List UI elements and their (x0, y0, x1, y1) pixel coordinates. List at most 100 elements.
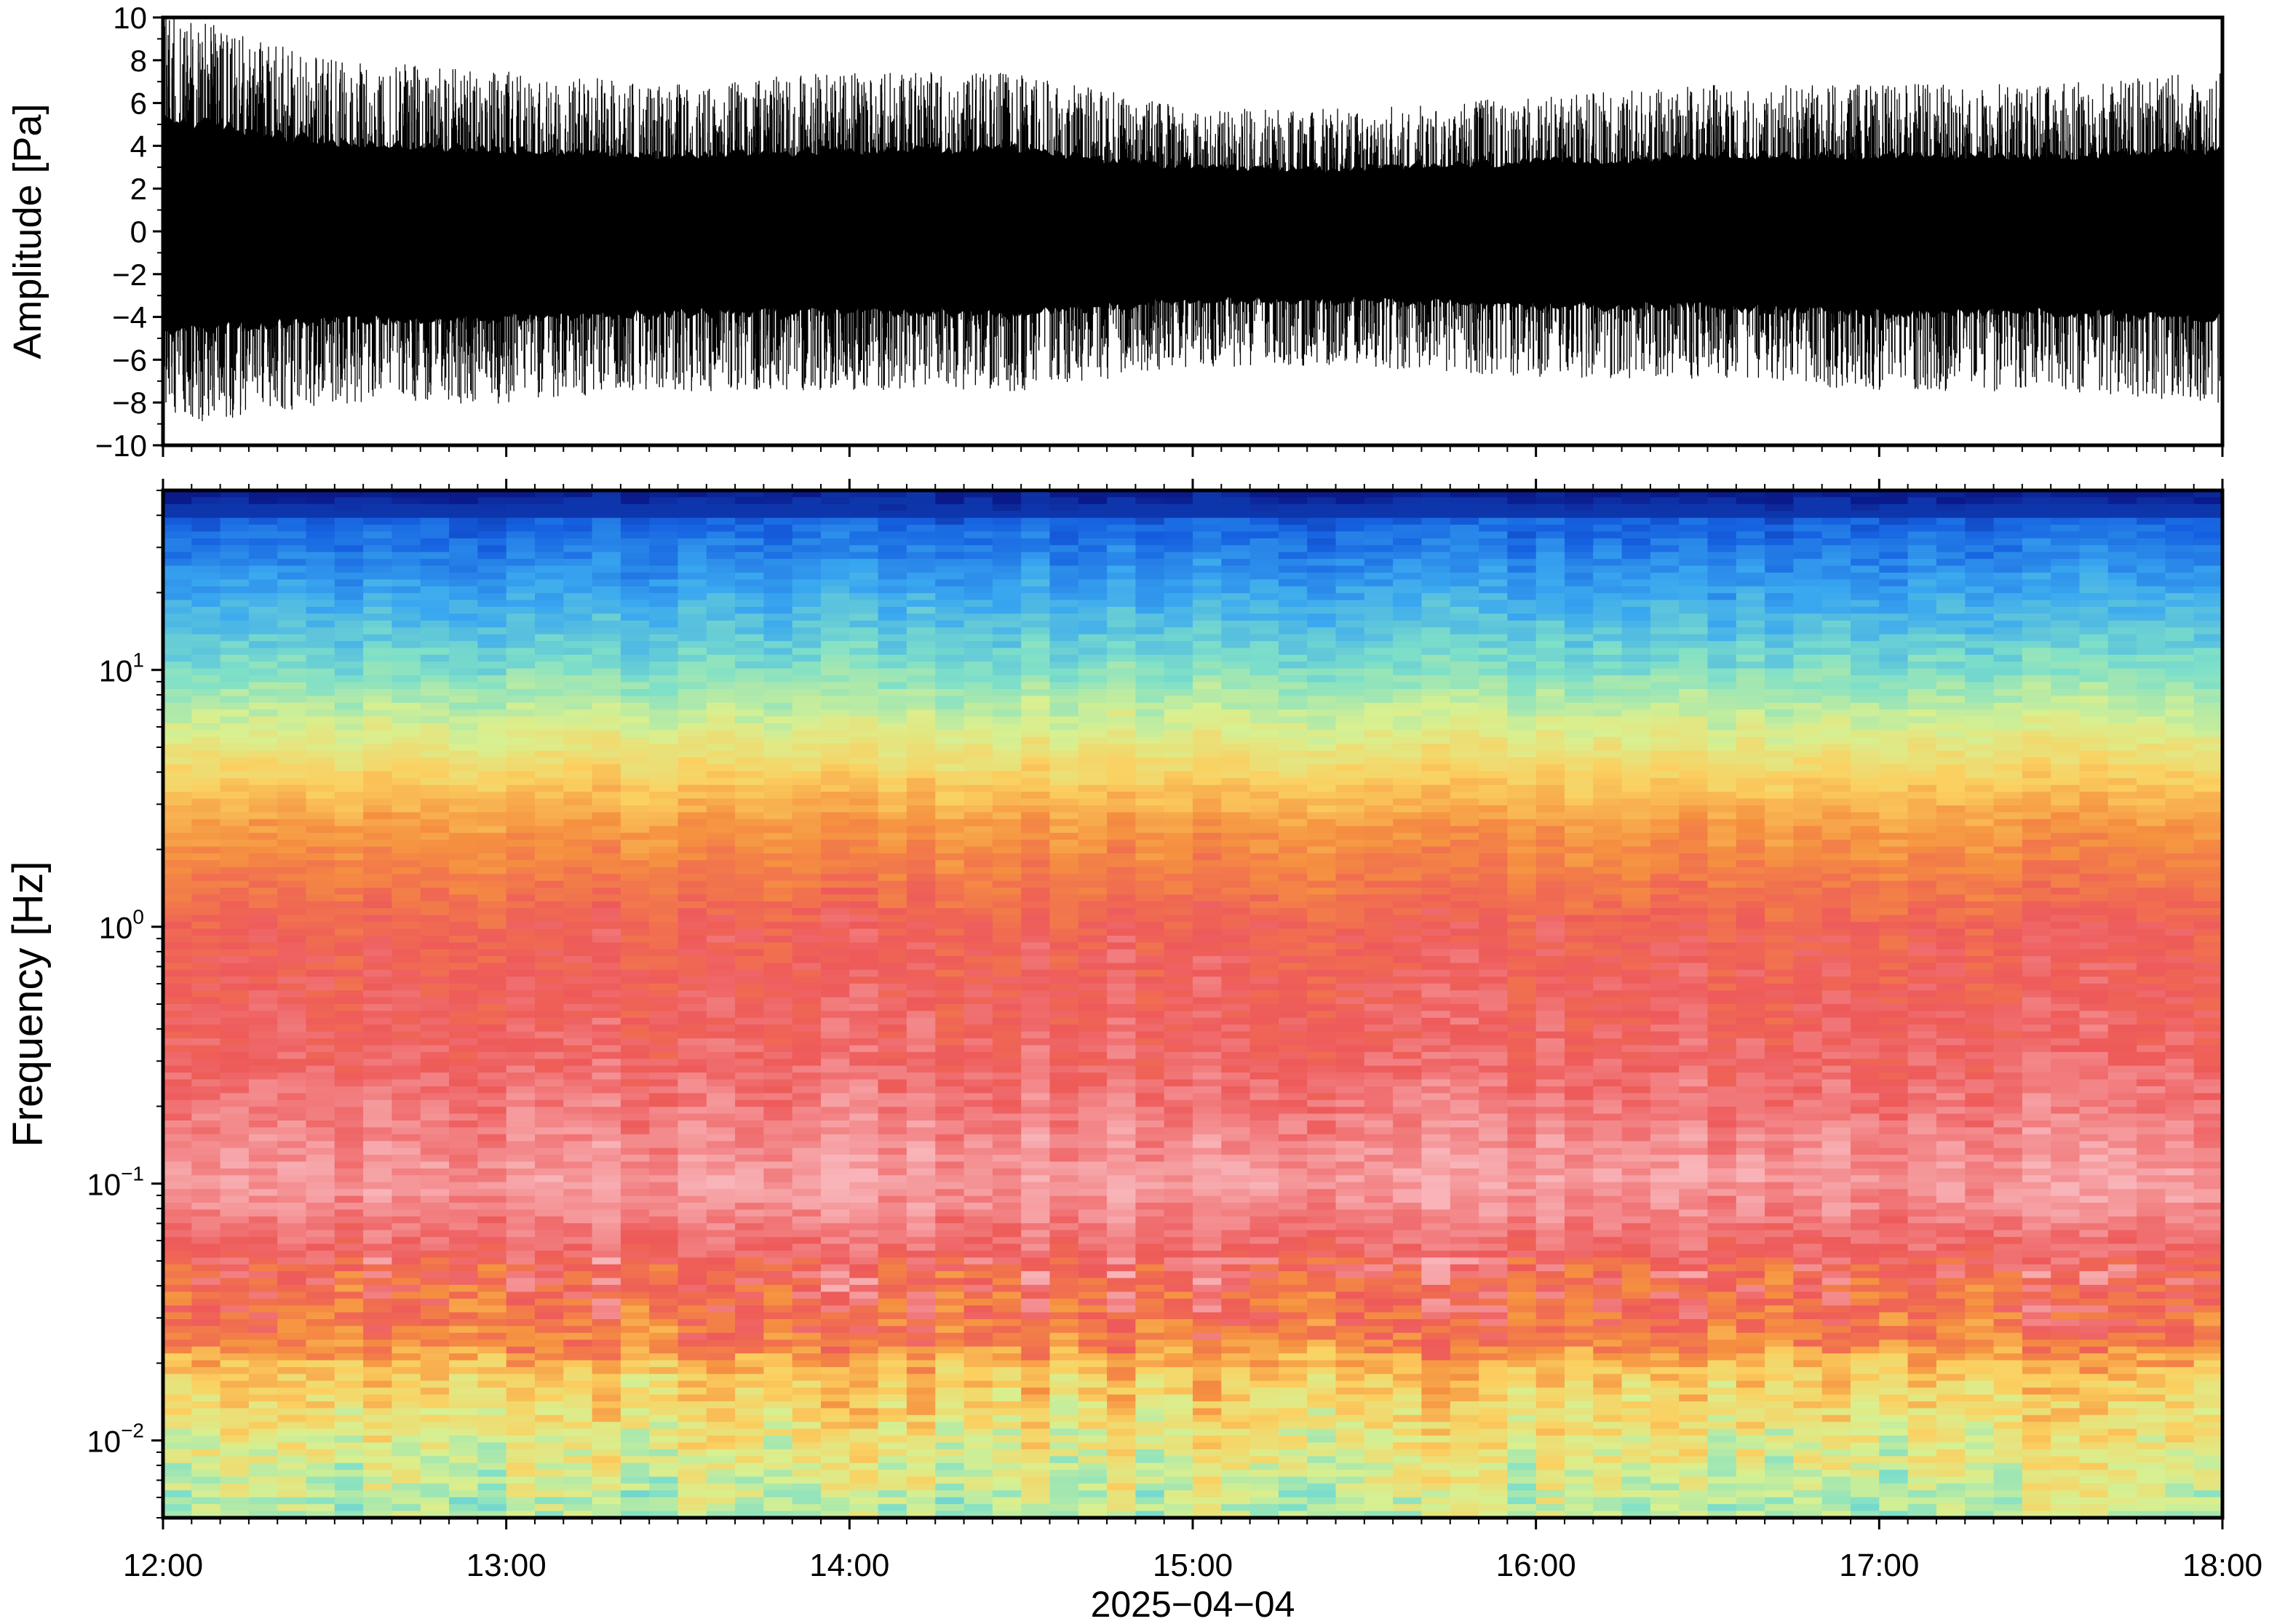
spectrogram-cell (878, 1394, 907, 1402)
spectrogram-cell (821, 908, 851, 916)
spectrogram-cell (477, 1504, 507, 1512)
spectrogram-cell (477, 545, 507, 553)
spectrogram-cell (363, 956, 393, 964)
spectrogram-cell (392, 997, 421, 1005)
spectrogram-cell (277, 1462, 307, 1470)
spectrogram-cell (248, 1216, 278, 1224)
spectrogram-cell (1078, 1072, 1108, 1080)
spectrogram-cell (363, 1203, 393, 1211)
spectrogram-cell (563, 915, 593, 923)
spectrogram-cell (792, 1189, 822, 1197)
spectrogram-cell (1049, 1380, 1079, 1388)
spectrogram-cell (563, 579, 593, 587)
spectrogram-cell (1078, 1038, 1108, 1046)
spectrogram-cell (220, 1065, 250, 1073)
spectrogram-cell (363, 757, 393, 765)
spectrogram-cell (363, 1490, 393, 1498)
spectrogram-cell (563, 1380, 593, 1388)
spectrogram-cell (334, 1388, 364, 1396)
spectrogram-cell (906, 641, 936, 649)
spectrogram-cell (420, 490, 450, 498)
spectrogram-cell (992, 832, 1022, 840)
spectrogram-cell (906, 1401, 936, 1409)
spectrogram-cell (535, 1121, 565, 1129)
spectrogram-cell (563, 990, 593, 998)
spectrogram-cell (306, 997, 335, 1005)
spectrogram-cell (363, 709, 393, 717)
spectrogram-cell (392, 983, 421, 991)
spectrogram-cell (620, 1004, 650, 1012)
spectrogram-cell (1078, 846, 1108, 854)
spectrogram-cell (334, 648, 364, 656)
spectrogram-cell (592, 1408, 621, 1416)
spectrogram-cell (277, 1121, 307, 1129)
spectrogram-cell (763, 1462, 793, 1470)
spectrogram-cell (1078, 1394, 1108, 1402)
spectrogram-cell (334, 812, 364, 820)
spectrogram-cell (906, 805, 936, 813)
spectrogram-cell (821, 840, 851, 848)
spectrogram-cell (248, 1278, 278, 1286)
spectrogram-cell (992, 1374, 1022, 1382)
spectrogram-cell (849, 723, 879, 731)
spectrogram-cell (1078, 661, 1108, 669)
spectrogram-cell (649, 1079, 679, 1087)
spectrogram-cell (392, 1366, 421, 1375)
spectrogram-cell (992, 593, 1022, 601)
spectrogram-cell (1049, 1346, 1079, 1354)
spectrogram-cell (220, 1011, 250, 1019)
spectrogram-cell (935, 1038, 965, 1046)
spectrogram-cell (563, 1497, 593, 1505)
spectrogram-cell (163, 880, 193, 888)
spectrogram-cell (821, 832, 851, 840)
spectrogram-cell (420, 1147, 450, 1155)
spectrogram-cell (649, 1209, 679, 1217)
spectrogram-cell (849, 1428, 879, 1436)
spectrogram-cell (706, 846, 736, 854)
spectrogram-cell (506, 1250, 536, 1259)
spectrogram-cell (963, 573, 993, 581)
spectrogram-cell (248, 1312, 278, 1320)
spectrogram-cell (163, 1257, 193, 1265)
spectrogram-cell (1021, 1155, 1051, 1163)
spectrogram-cell (992, 908, 1022, 916)
spectrogram-cell (763, 867, 793, 875)
spectrogram-cell (220, 613, 250, 621)
spectrogram-cell (306, 1470, 335, 1478)
spectrogram-cell (449, 901, 479, 909)
spectrogram-cell (677, 730, 707, 738)
spectrogram-cell (392, 888, 421, 896)
spectrogram-cell (592, 1470, 621, 1478)
spectrogram-cell (220, 1284, 250, 1293)
spectrogram-cell (677, 1134, 707, 1142)
spectrogram-cell (763, 627, 793, 635)
spectrogram-cell (535, 1462, 565, 1470)
spectrogram-cell (1078, 1031, 1108, 1039)
spectrogram-cell (535, 1155, 565, 1163)
spectrogram-cell (706, 1017, 736, 1025)
spectrogram-cell (191, 1340, 221, 1348)
spectrogram-cell (392, 1483, 421, 1492)
spectrogram-cell (535, 1113, 565, 1121)
spectrogram-cell (706, 1011, 736, 1019)
spectrogram-cell (220, 1476, 250, 1484)
spectrogram-cell (763, 1332, 793, 1340)
spectrogram-cell (477, 983, 507, 991)
spectrogram-cell (878, 1004, 907, 1012)
spectrogram-cell (248, 538, 278, 546)
spectrogram-cell (935, 826, 965, 834)
spectrogram-cell (592, 736, 621, 745)
spectrogram-cell (706, 778, 736, 786)
spectrogram-cell (677, 1121, 707, 1129)
spectrogram-cell (334, 1497, 364, 1505)
spectrogram-cell (506, 826, 536, 834)
spectrogram-cell (878, 750, 907, 758)
spectrogram-cell (1078, 1305, 1108, 1313)
spectrogram-cell (563, 1011, 593, 1019)
spectrogram-cell (849, 1195, 879, 1203)
spectrogram-cell (392, 627, 421, 635)
spectrogram-cell (992, 1312, 1022, 1320)
spectrogram-cell (706, 593, 736, 601)
spectrogram-cell (878, 1121, 907, 1129)
spectrogram-cell (277, 600, 307, 608)
